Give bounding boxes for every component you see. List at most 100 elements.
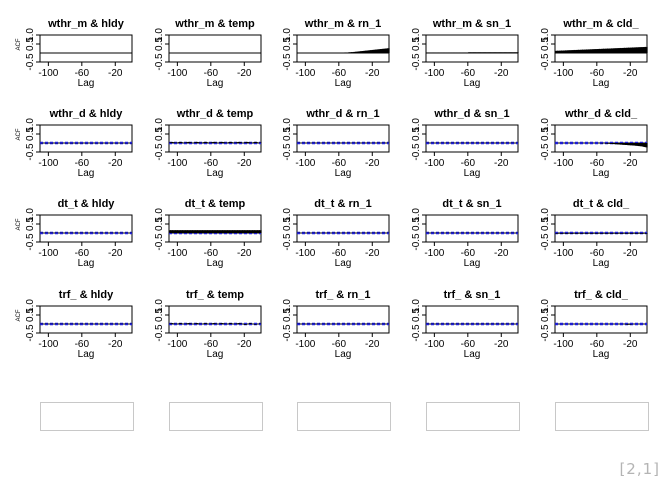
acf-panel-3-1: trf_ & temp -100 -60 -20 Lag -0.5 0.51.0	[154, 289, 262, 360]
y-tick-label: -0.5	[540, 143, 551, 161]
panel-title: wthr_d & cld_	[564, 108, 638, 120]
panel-title: wthr_d & temp	[176, 108, 254, 120]
x-tick-label: -60	[75, 339, 90, 350]
x-axis-title: Lag	[78, 168, 95, 179]
y-tick-label: 1.0	[25, 299, 36, 313]
acf-panel-2-3: dt_t & sn_1 -100 -60 -20 Lag -0.5 0.51.0	[411, 198, 519, 269]
y-tick-label: 1.0	[540, 208, 551, 222]
empty-panel-2	[169, 402, 263, 431]
x-axis-title: Lag	[593, 78, 610, 89]
plot-frame	[554, 305, 648, 334]
acf-panel-1-1: wthr_d & temp -100 -60 -20 Lag -0.5 0.51.0	[154, 108, 262, 179]
plot-frame	[425, 214, 519, 243]
x-tick-label: -100	[167, 68, 187, 79]
panel-title: trf_ & rn_1	[315, 289, 370, 301]
y-tick-label: -0.5	[282, 143, 293, 161]
x-axis-title: Lag	[464, 78, 481, 89]
x-tick-label: -20	[108, 339, 123, 350]
y-tick-label: 1.0	[25, 118, 36, 132]
y-tick-label: 0.5	[540, 217, 551, 231]
x-tick-label: -20	[237, 158, 252, 169]
panel-title: dt_t & rn_1	[314, 198, 371, 210]
y-tick-label: -0.5	[282, 233, 293, 251]
x-tick-label: -60	[332, 248, 347, 259]
acf-panel-3-4: trf_ & cld_ -100 -60 -20 Lag -0.5 0.51.0	[540, 289, 648, 360]
y-tick-label: 0.5	[411, 37, 422, 51]
plot-frame	[296, 34, 390, 63]
y-tick-label: 1.0	[540, 28, 551, 42]
x-tick-label: -60	[461, 339, 476, 350]
plot-frame	[39, 34, 133, 63]
x-tick-label: -60	[204, 158, 219, 169]
panel-title: dt_t & temp	[185, 198, 246, 210]
y-tick-label: -0.5	[154, 53, 165, 71]
y-tick-label: 0.5	[282, 37, 293, 51]
x-axis-title: Lag	[593, 168, 610, 179]
x-tick-label: -20	[494, 68, 509, 79]
y-tick-label: 0.5	[25, 308, 36, 322]
x-tick-label: -20	[365, 158, 380, 169]
x-axis-title: Lag	[593, 258, 610, 269]
y-tick-label: 0.5	[25, 217, 36, 231]
panel-title: wthr_m & hldy	[47, 18, 125, 30]
x-tick-label: -60	[590, 158, 605, 169]
x-axis-title: Lag	[78, 78, 95, 89]
x-tick-label: -100	[424, 158, 444, 169]
x-tick-label: -20	[623, 248, 638, 259]
x-tick-label: -20	[237, 248, 252, 259]
plot-frame	[39, 124, 133, 153]
panel-title: wthr_m & temp	[174, 18, 255, 30]
y-tick-label: -0.5	[154, 143, 165, 161]
x-tick-label: -100	[167, 248, 187, 259]
plot-frame	[168, 124, 262, 153]
plot-frame	[168, 34, 262, 63]
y-axis-title: ACF	[16, 128, 22, 140]
x-tick-label: -60	[204, 68, 219, 79]
x-axis-title: Lag	[78, 258, 95, 269]
x-axis-title: Lag	[464, 258, 481, 269]
x-tick-label: -100	[295, 339, 315, 350]
x-tick-label: -60	[75, 68, 90, 79]
acf-panel-1-2: wthr_d & rn_1 -100 -60 -20 Lag -0.5 0.51.0	[282, 108, 390, 179]
acf-panel-0-3: wthr_m & sn_1 -100 -60 -20 Lag -0.5 0.51.0	[411, 18, 519, 89]
x-tick-label: -60	[461, 68, 476, 79]
x-tick-label: -100	[295, 158, 315, 169]
x-axis-title: Lag	[335, 349, 352, 360]
x-tick-label: -60	[204, 339, 219, 350]
y-tick-label: -0.5	[411, 53, 422, 71]
y-tick-label: -0.5	[540, 53, 551, 71]
x-axis-title: Lag	[207, 349, 224, 360]
y-tick-label: 1.0	[154, 28, 165, 42]
y-tick-label: 0.5	[154, 217, 165, 231]
x-tick-label: -100	[38, 339, 58, 350]
x-tick-label: -100	[167, 339, 187, 350]
x-tick-label: -20	[237, 339, 252, 350]
y-axis-title: ACF	[16, 218, 22, 230]
page-indicator[interactable]: [2,1]	[619, 460, 660, 478]
y-tick-label: 1.0	[411, 28, 422, 42]
panel-title: wthr_m & cld_	[562, 18, 639, 30]
y-tick-label: 1.0	[540, 299, 551, 313]
x-tick-label: -100	[295, 248, 315, 259]
x-tick-label: -20	[494, 248, 509, 259]
y-tick-label: 0.5	[25, 37, 36, 51]
x-tick-label: -20	[623, 68, 638, 79]
panel-title: wthr_d & rn_1	[305, 108, 379, 120]
x-axis-title: Lag	[78, 349, 95, 360]
x-axis-title: Lag	[335, 168, 352, 179]
y-tick-label: -0.5	[411, 143, 422, 161]
y-tick-label: -0.5	[25, 324, 36, 342]
x-tick-label: -60	[332, 339, 347, 350]
panel-title: dt_t & hldy	[58, 198, 116, 210]
empty-panel-1	[40, 402, 134, 431]
plot-frame	[425, 305, 519, 334]
plot-frame	[39, 305, 133, 334]
y-tick-label: 1.0	[282, 118, 293, 132]
y-tick-label: -0.5	[540, 324, 551, 342]
y-tick-label: 0.5	[411, 217, 422, 231]
plot-frame	[554, 214, 648, 243]
plot-frame	[296, 305, 390, 334]
